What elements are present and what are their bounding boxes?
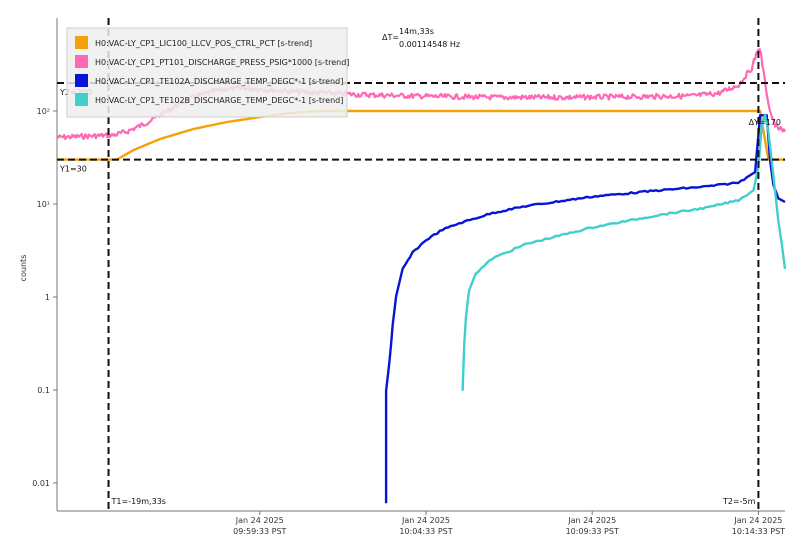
t2-label: T2=-5m bbox=[722, 497, 756, 506]
y-axis-label: counts bbox=[19, 255, 28, 282]
legend-swatch-4[interactable] bbox=[75, 93, 88, 106]
y-tick-label: 0.1 bbox=[37, 386, 50, 395]
legend-swatch-1[interactable] bbox=[75, 36, 88, 49]
series-line-4 bbox=[461, 114, 787, 391]
t1-label: T1=-19m,33s bbox=[111, 497, 166, 506]
x-tick-date: Jan 24 2025 bbox=[401, 516, 450, 525]
x-tick-time: 10:09:33 PST bbox=[566, 527, 619, 536]
y-axis: 10² 10¹ 1 0.1 0.01 bbox=[32, 107, 57, 488]
legend-swatch-3[interactable] bbox=[75, 74, 88, 87]
delta-y-label: ΔY=170 bbox=[749, 118, 781, 127]
y-tick-label: 0.01 bbox=[32, 479, 50, 488]
series-line-3 bbox=[384, 114, 786, 504]
y-tick-label: 10¹ bbox=[37, 200, 50, 209]
x-tick-time: 09:59:33 PST bbox=[233, 527, 286, 536]
x-tick-date: Jan 24 2025 bbox=[733, 516, 782, 525]
y1-label: Y1=30 bbox=[59, 165, 87, 174]
x-axis: Jan 24 2025 09:59:33 PST Jan 24 2025 10:04:… bbox=[233, 511, 785, 536]
y-tick-label: 10² bbox=[37, 107, 50, 116]
delta-t-value: 14m,33s bbox=[399, 27, 434, 36]
x-tick-time: 10:04:33 PST bbox=[399, 527, 452, 536]
legend[interactable]: H0:VAC-LY_CP1_LIC100_LLCV_POS_CTRL_PCT [… bbox=[66, 27, 349, 118]
series-line-1 bbox=[57, 109, 785, 161]
x-tick-date: Jan 24 2025 bbox=[235, 516, 284, 525]
plot-frame bbox=[56, 18, 785, 512]
legend-label-4[interactable]: H0:VAC-LY_CP1_TE102B_DISCHARGE_TEMP_DEGC… bbox=[95, 96, 343, 105]
legend-swatch-2[interactable] bbox=[75, 55, 88, 68]
legend-label-1[interactable]: H0:VAC-LY_CP1_LIC100_LLCV_POS_CTRL_PCT [… bbox=[95, 39, 312, 48]
legend-box bbox=[66, 27, 348, 118]
x-tick-date: Jan 24 2025 bbox=[567, 516, 616, 525]
x-tick-time: 10:14:33 PST bbox=[732, 527, 785, 536]
delta-f-value: 0.00114548 Hz bbox=[399, 40, 460, 49]
y-tick-label: 1 bbox=[45, 293, 50, 302]
delta-t-prefix: ΔT= bbox=[382, 33, 399, 42]
legend-label-2[interactable]: H0:VAC-LY_CP1_PT101_DISCHARGE_PRESS_PSIG… bbox=[95, 58, 349, 67]
legend-label-3[interactable]: H0:VAC-LY_CP1_TE102A_DISCHARGE_TEMP_DEGC… bbox=[95, 77, 343, 86]
